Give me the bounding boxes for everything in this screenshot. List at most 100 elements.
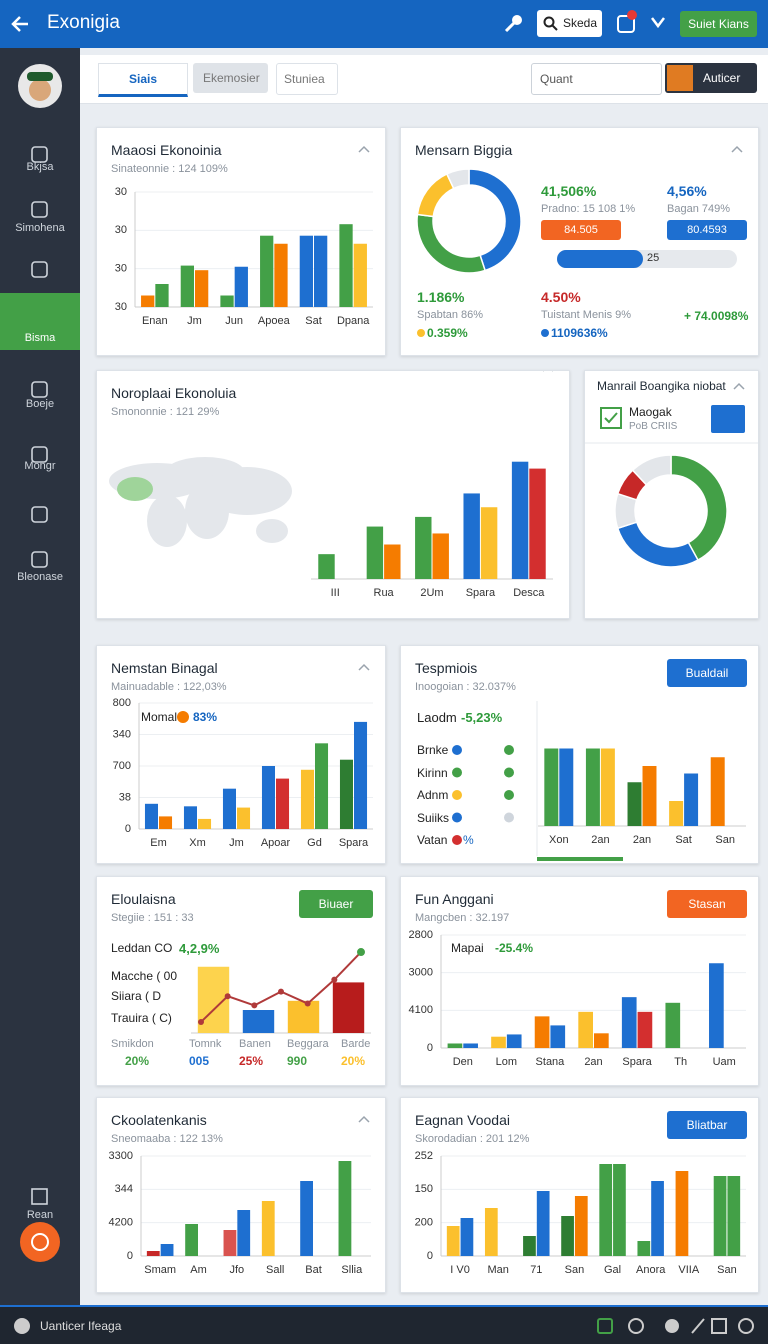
bar xyxy=(274,243,288,307)
x-tick-label: Spara xyxy=(339,837,369,849)
bar xyxy=(146,1251,160,1256)
panel-button[interactable]: Stasan xyxy=(667,890,747,918)
bar xyxy=(463,1043,478,1048)
input[interactable]: Quant xyxy=(531,63,662,95)
bar xyxy=(366,526,384,579)
x-tick-label: Desca xyxy=(513,587,545,599)
bar xyxy=(559,748,574,826)
fab[interactable] xyxy=(20,1222,60,1262)
x-tick-label: Sllia xyxy=(341,1264,363,1276)
nav-item[interactable]: Rean xyxy=(26,1209,54,1221)
scroll-indicator xyxy=(537,857,623,861)
list-status xyxy=(504,745,514,755)
bar xyxy=(463,493,480,579)
bar xyxy=(491,1036,506,1048)
y-tick-label: 340 xyxy=(113,728,131,740)
app-title: Exonigia xyxy=(47,12,120,33)
nav-item[interactable]: Bkjsa xyxy=(26,161,54,173)
panel: Eloulaisna Stegiie : 151 : 33 Biuaer 4,2,9%… xyxy=(96,876,386,1086)
bar xyxy=(447,1043,463,1048)
panel-title: Noroplaai Ekonoluia xyxy=(111,385,237,401)
nav-item[interactable]: Bisma xyxy=(24,332,56,344)
headline-value: -5,23% xyxy=(461,710,503,725)
x-tick-label: 71 xyxy=(530,1264,542,1276)
sidebar: Bkjsa Simohena Bisma Boeje Mongr Bleonase Rean xyxy=(0,48,80,1305)
bar xyxy=(180,265,194,307)
x-tick-label: Th xyxy=(674,1056,687,1068)
back-icon[interactable] xyxy=(8,10,36,38)
bar xyxy=(300,769,314,829)
panel-title: Tespmiois xyxy=(415,660,478,676)
input-text: Quant xyxy=(540,72,573,86)
x-tick-label: Gd xyxy=(307,837,322,849)
nav-item[interactable]: Bleonase xyxy=(17,571,63,583)
y-tick-label: 4100 xyxy=(409,1004,433,1016)
search-icon xyxy=(543,16,558,31)
panel: Manrail Boangika niobat Maogak PoB CRIIS xyxy=(584,370,759,619)
bar xyxy=(529,468,546,579)
tab-active[interactable]: Siais xyxy=(98,63,188,97)
panel: 3300 344 4200 0 Smam Am Jfo Sall Bat Sllia Ckoolat… xyxy=(96,1097,386,1293)
stat-button[interactable]: 80.4593 xyxy=(667,220,747,240)
tab[interactable]: Ekemosier xyxy=(193,63,268,93)
stat-value: 20% xyxy=(341,1054,366,1068)
donut-slice xyxy=(445,168,470,190)
panel-subtitle: Inoogoian : 32.037% xyxy=(415,681,516,693)
y-tick-label: 0 xyxy=(427,1042,433,1054)
footer-icons[interactable] xyxy=(592,1315,762,1337)
nav-icon-shape xyxy=(31,1188,48,1205)
panel-button[interactable]: Bliatbar xyxy=(667,1111,747,1139)
x-tick-label: 2an xyxy=(633,834,651,846)
list-dot xyxy=(452,767,462,778)
header-button[interactable]: Suiet Kians xyxy=(680,11,757,37)
y-tick-label: 344 xyxy=(115,1183,133,1195)
stat-button[interactable]: 84.505 xyxy=(541,220,621,240)
panel-subtitle: Mainuadable : 122,03% xyxy=(111,681,227,693)
x-tick-label: Man xyxy=(487,1264,508,1276)
x-tick-label: San xyxy=(717,1264,737,1276)
tab[interactable]: Stuniea xyxy=(276,63,338,95)
collapse-chevron xyxy=(358,1115,370,1123)
x-tick-label: Smam xyxy=(144,1264,176,1276)
progress-label: 25 xyxy=(647,252,660,264)
x-tick-label: Rua xyxy=(374,587,395,599)
legend-value: 83% xyxy=(193,710,218,724)
nav-item[interactable]: Mongr xyxy=(24,460,56,472)
footer-text: Uanticer Ifeaga xyxy=(40,1319,122,1333)
panel-graphics xyxy=(416,145,743,337)
line-point xyxy=(331,976,338,983)
bar xyxy=(506,1034,522,1048)
bar xyxy=(669,801,684,826)
nav-icon xyxy=(31,381,48,398)
user-button[interactable]: Auticer xyxy=(665,63,757,93)
x-tick-label: Dpana xyxy=(337,315,370,327)
y-tick-label: 700 xyxy=(113,760,131,772)
panel: 800 340 700 38 0 Em Xm Jm Apoar Gd Spara Nemstan Bi… xyxy=(96,645,386,864)
avatar[interactable] xyxy=(18,64,62,108)
x-tick-label: Jm xyxy=(187,315,202,327)
nav-item[interactable]: Boeje xyxy=(25,398,55,410)
stat-value: 990 xyxy=(287,1054,308,1068)
bar xyxy=(332,982,365,1033)
x-tick-label: I V0 xyxy=(450,1264,470,1276)
icon-button xyxy=(711,405,745,433)
checkbox-sublabel: PoB CRIIS xyxy=(629,421,678,432)
nav-icon xyxy=(31,1188,48,1205)
bar xyxy=(585,748,600,826)
tab-label: Siais xyxy=(129,72,158,86)
header-icons[interactable] xyxy=(614,8,674,40)
search-box[interactable]: Skeda xyxy=(537,10,602,37)
stat-value: 4,56% xyxy=(667,183,707,199)
bar xyxy=(195,270,209,307)
y-tick-label: 30 xyxy=(115,224,127,236)
panel-button[interactable]: Biuaer xyxy=(299,890,373,918)
panel-title: Ckoolatenkanis xyxy=(111,1112,207,1128)
bar xyxy=(314,235,328,307)
mic-icon[interactable] xyxy=(502,12,526,36)
stat-label: Pradno: 15 108 1% xyxy=(541,203,636,215)
panel-button[interactable]: Bualdail xyxy=(667,659,747,687)
nav-item[interactable]: Simohena xyxy=(15,222,65,234)
y-tick-label: 800 xyxy=(113,697,131,709)
bar xyxy=(141,295,155,307)
